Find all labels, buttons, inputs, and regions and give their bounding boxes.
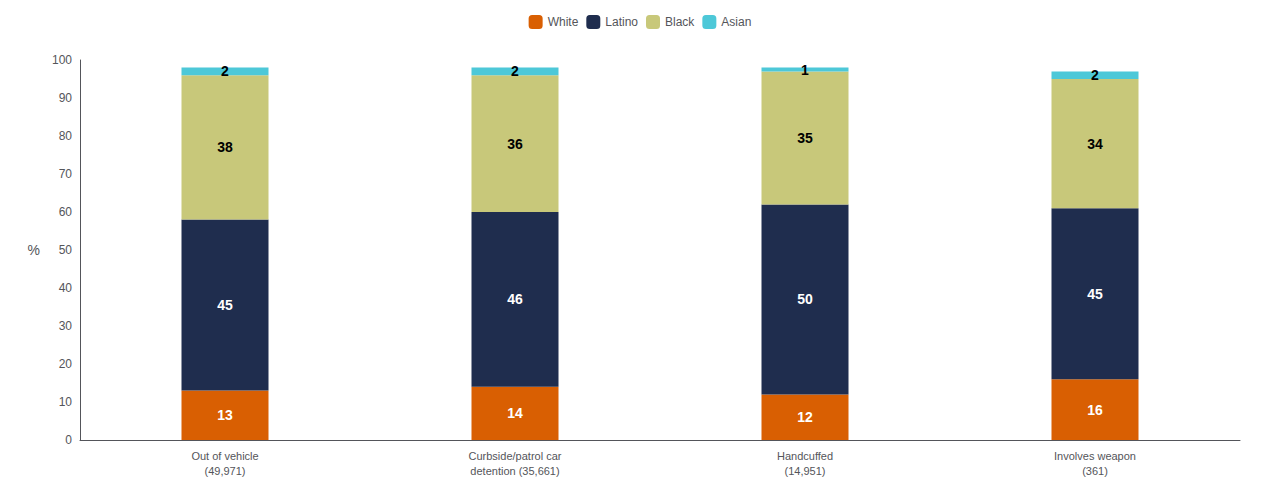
- svg-text:38: 38: [217, 139, 233, 155]
- svg-text:White: White: [548, 15, 579, 29]
- svg-text:2: 2: [1091, 67, 1099, 83]
- svg-text:50: 50: [59, 243, 73, 257]
- svg-text:13: 13: [217, 407, 233, 423]
- svg-text:45: 45: [217, 297, 233, 313]
- svg-text:0: 0: [65, 433, 72, 447]
- svg-text:16: 16: [1087, 402, 1103, 418]
- svg-text:detention (35,661): detention (35,661): [470, 465, 559, 477]
- svg-text:Out of vehicle: Out of vehicle: [191, 450, 258, 462]
- svg-text:46: 46: [507, 291, 523, 307]
- svg-text:34: 34: [1087, 136, 1103, 152]
- svg-text:Curbside/patrol car: Curbside/patrol car: [469, 450, 562, 462]
- svg-text:40: 40: [59, 281, 73, 295]
- svg-text:12: 12: [797, 409, 813, 425]
- svg-text:Handcuffed: Handcuffed: [777, 450, 833, 462]
- svg-text:45: 45: [1087, 286, 1103, 302]
- svg-text:35: 35: [797, 130, 813, 146]
- svg-text:36: 36: [507, 136, 523, 152]
- svg-text:50: 50: [797, 291, 813, 307]
- svg-text:10: 10: [59, 395, 73, 409]
- svg-text:14: 14: [507, 405, 523, 421]
- svg-text:(14,951): (14,951): [785, 465, 826, 477]
- svg-text:Black: Black: [665, 15, 695, 29]
- svg-text:2: 2: [221, 63, 229, 79]
- svg-text:Latino: Latino: [605, 15, 638, 29]
- svg-text:70: 70: [59, 167, 73, 181]
- svg-text:Asian: Asian: [721, 15, 751, 29]
- svg-text:(49,971): (49,971): [205, 465, 246, 477]
- svg-text:1: 1: [801, 62, 809, 78]
- svg-text:2: 2: [511, 63, 519, 79]
- svg-text:(361): (361): [1082, 465, 1108, 477]
- svg-text:80: 80: [59, 129, 73, 143]
- svg-text:%: %: [28, 242, 40, 258]
- svg-text:30: 30: [59, 319, 73, 333]
- svg-text:90: 90: [59, 91, 73, 105]
- svg-text:Involves weapon: Involves weapon: [1054, 450, 1136, 462]
- svg-text:60: 60: [59, 205, 73, 219]
- svg-text:100: 100: [52, 53, 72, 67]
- svg-text:20: 20: [59, 357, 73, 371]
